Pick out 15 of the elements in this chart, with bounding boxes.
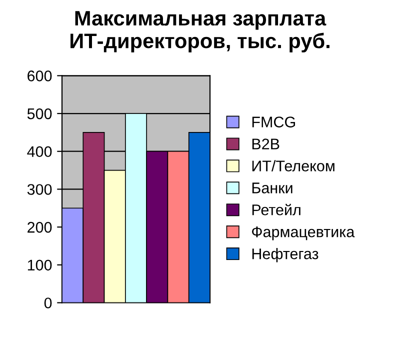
y-tick-label: 400 [27, 146, 52, 158]
chart-title: Максимальная зарплата ИТ-директоров, тыс. руб. [70, 11, 330, 52]
legend-label: Нефтегаз [252, 248, 318, 262]
legend-label: Фармацевтика [252, 226, 355, 240]
y-tick-label: 300 [27, 184, 52, 195]
legend-label: Ретейл [252, 204, 300, 216]
y-tick-label: 500 [27, 108, 52, 120]
y-tick-label: 600 [28, 70, 52, 82]
legend-label: FMCG [252, 116, 295, 128]
legend-label: Банки [252, 182, 292, 194]
legend-label: ИТ/Телеком [252, 160, 334, 172]
y-tick-label: 0 [44, 298, 52, 308]
legend-label: B2B [252, 138, 280, 150]
y-tick-label: 100 [28, 260, 52, 271]
y-tick-label: 200 [28, 222, 52, 233]
